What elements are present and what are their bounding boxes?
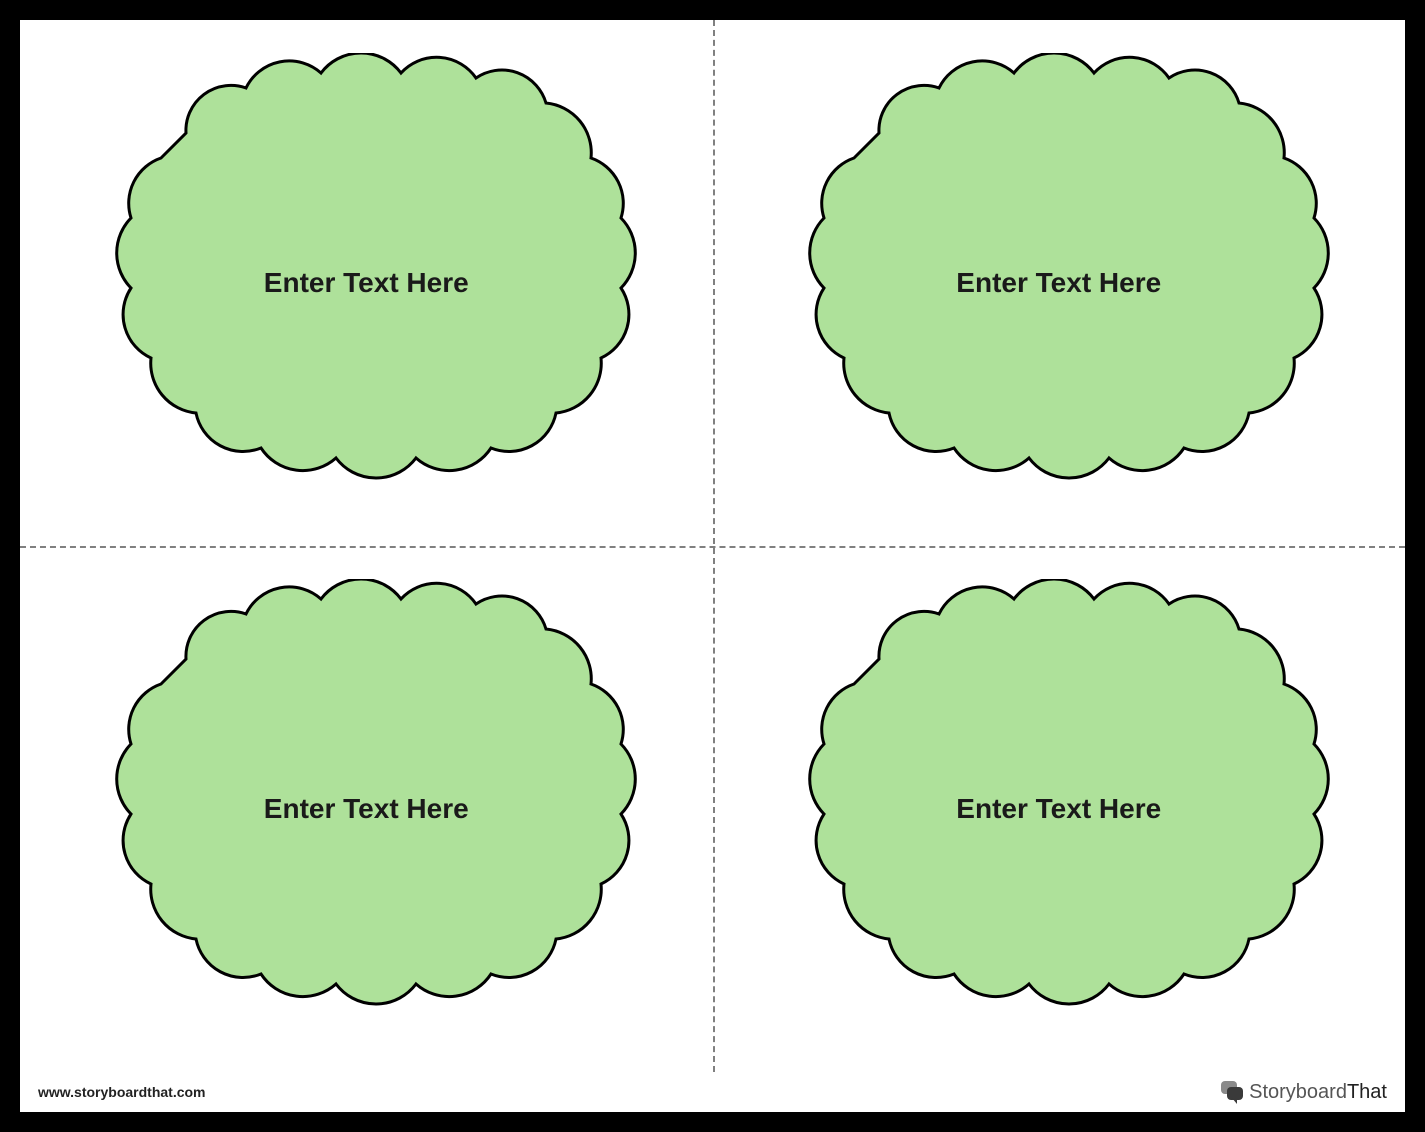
footer-brand: StoryboardThat: [1221, 1081, 1387, 1104]
card-placeholder-text[interactable]: Enter Text Here: [86, 53, 646, 513]
brand-suffix: That: [1347, 1081, 1387, 1103]
cloud-shape: Enter Text Here: [779, 53, 1339, 513]
cloud-shape: Enter Text Here: [779, 579, 1339, 1039]
card-cell[interactable]: Enter Text Here: [713, 546, 1406, 1072]
brand-prefix: Storyboard: [1249, 1081, 1347, 1103]
card-placeholder-text[interactable]: Enter Text Here: [779, 579, 1339, 1039]
card-cell[interactable]: Enter Text Here: [713, 20, 1406, 546]
footer-url: www.storyboardthat.com: [38, 1084, 206, 1100]
cloud-shape: Enter Text Here: [86, 53, 646, 513]
card-cell[interactable]: Enter Text Here: [20, 546, 713, 1072]
storyboard-icon: [1221, 1081, 1243, 1103]
page-canvas: Enter Text Here Enter Text Here Enter Te…: [20, 20, 1405, 1112]
card-cell[interactable]: Enter Text Here: [20, 20, 713, 546]
card-placeholder-text[interactable]: Enter Text Here: [779, 53, 1339, 513]
card-placeholder-text[interactable]: Enter Text Here: [86, 579, 646, 1039]
footer: www.storyboardthat.com StoryboardThat: [20, 1072, 1405, 1112]
cloud-shape: Enter Text Here: [86, 579, 646, 1039]
horizontal-divider: [20, 546, 1405, 548]
